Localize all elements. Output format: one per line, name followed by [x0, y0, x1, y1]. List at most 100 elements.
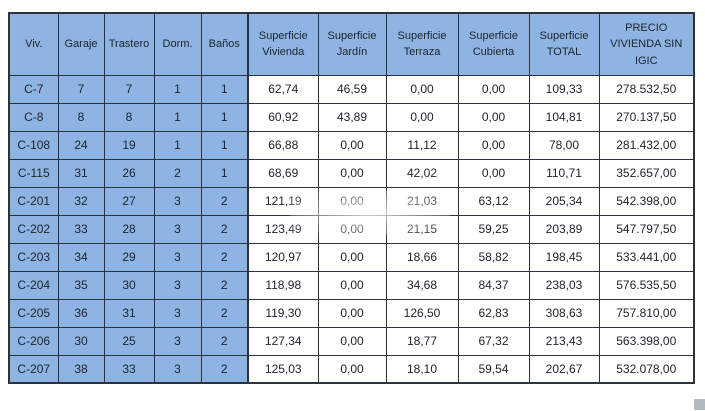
value-cell: 25: [103, 326, 155, 356]
column-header: Superficie TOTAL: [528, 12, 600, 76]
value-cell: 0,00: [317, 326, 387, 356]
value-cell: 1: [200, 130, 249, 160]
value-cell: 3: [153, 242, 202, 272]
value-cell: 31: [57, 158, 105, 188]
value-cell: 308,63: [528, 298, 600, 328]
value-cell: 281.432,00: [598, 130, 695, 160]
column-header: Baños: [200, 12, 249, 76]
value-cell: 43,89: [317, 102, 387, 132]
value-cell: 84,37: [457, 270, 530, 300]
value-cell: 62,74: [247, 74, 319, 104]
value-cell: 35: [57, 270, 105, 300]
unit-id-cell: C-204: [8, 270, 59, 300]
value-cell: 18,10: [385, 354, 459, 384]
value-cell: 0,00: [317, 158, 387, 188]
value-cell: 0,00: [457, 102, 530, 132]
value-cell: 0,00: [317, 242, 387, 272]
column-header: Viv.: [8, 12, 59, 76]
column-header: Superficie Vivienda: [247, 12, 319, 76]
value-cell: 0,00: [317, 298, 387, 328]
table-body: C-7 7 7 1 1 62,74 46,59 0,00 0,00 109,33 278.532,5…: [8, 74, 695, 384]
value-cell: 28: [103, 214, 155, 244]
value-cell: 0,00: [317, 354, 387, 384]
value-cell: 0,00: [317, 186, 387, 216]
column-header: Superficie Cubierta: [457, 12, 530, 76]
value-cell: 21,03: [385, 186, 459, 216]
value-cell: 126,50: [385, 298, 459, 328]
value-cell: 120,97: [247, 242, 319, 272]
table-row: C-115 31 26 2 1 68,69 0,00 42,02 0,00 110,71 352.6…: [8, 158, 695, 188]
value-cell: 109,33: [528, 74, 600, 104]
value-cell: 3: [153, 214, 202, 244]
value-cell: 270.137,50: [598, 102, 695, 132]
value-cell: 2: [200, 354, 249, 384]
value-cell: 30: [103, 270, 155, 300]
value-cell: 3: [153, 186, 202, 216]
value-cell: 62,83: [457, 298, 530, 328]
resize-grip[interactable]: [694, 399, 705, 410]
value-cell: 352.657,00: [598, 158, 695, 188]
unit-id-cell: C-201: [8, 186, 59, 216]
table-row: C-205 36 31 3 2 119,30 0,00 126,50 62,83 308,63 75…: [8, 298, 695, 328]
value-cell: 34: [57, 242, 105, 272]
table-row: C-204 35 30 3 2 118,98 0,00 34,68 84,37 238,03 576…: [8, 270, 695, 300]
value-cell: 542.398,00: [598, 186, 695, 216]
unit-id-cell: C-7: [8, 74, 59, 104]
value-cell: 104,81: [528, 102, 600, 132]
table-row: C-206 30 25 3 2 127,34 0,00 18,77 67,32 213,43 563…: [8, 326, 695, 356]
value-cell: 11,12: [385, 130, 459, 160]
table-row: C-203 34 29 3 2 120,97 0,00 18,66 58,82 198,45 533…: [8, 242, 695, 272]
value-cell: 576.535,50: [598, 270, 695, 300]
value-cell: 2: [200, 242, 249, 272]
value-cell: 1: [200, 158, 249, 188]
value-cell: 29: [103, 242, 155, 272]
unit-id-cell: C-108: [8, 130, 59, 160]
value-cell: 278.532,50: [598, 74, 695, 104]
value-cell: 205,34: [528, 186, 600, 216]
value-cell: 119,30: [247, 298, 319, 328]
value-cell: 0,00: [457, 74, 530, 104]
value-cell: 36: [57, 298, 105, 328]
value-cell: 0,00: [385, 102, 459, 132]
value-cell: 18,66: [385, 242, 459, 272]
value-cell: 32: [57, 186, 105, 216]
value-cell: 0,00: [457, 130, 530, 160]
value-cell: 34,68: [385, 270, 459, 300]
value-cell: 26: [103, 158, 155, 188]
value-cell: 66,88: [247, 130, 319, 160]
value-cell: 118,98: [247, 270, 319, 300]
value-cell: 213,43: [528, 326, 600, 356]
table-row: C-108 24 19 1 1 66,88 0,00 11,12 0,00 78,00 281.43…: [8, 130, 695, 160]
value-cell: 8: [103, 102, 155, 132]
table-row: C-207 38 33 3 2 125,03 0,00 18,10 59,54 202,67 532…: [8, 354, 695, 384]
value-cell: 0,00: [385, 74, 459, 104]
value-cell: 1: [200, 74, 249, 104]
property-price-table: Viv. Garaje Trastero Dorm. Baños Superficie V…: [8, 12, 695, 384]
value-cell: 2: [153, 158, 202, 188]
value-cell: 60,92: [247, 102, 319, 132]
value-cell: 1: [153, 74, 202, 104]
value-cell: 3: [153, 270, 202, 300]
value-cell: 110,71: [528, 158, 600, 188]
value-cell: 0,00: [317, 270, 387, 300]
column-header: Superficie Jardín: [317, 12, 387, 76]
value-cell: 21,15: [385, 214, 459, 244]
value-cell: 24: [57, 130, 105, 160]
value-cell: 203,89: [528, 214, 600, 244]
value-cell: 563.398,00: [598, 326, 695, 356]
value-cell: 202,67: [528, 354, 600, 384]
unit-id-cell: C-205: [8, 298, 59, 328]
value-cell: 198,45: [528, 242, 600, 272]
value-cell: 58,82: [457, 242, 530, 272]
value-cell: 3: [153, 326, 202, 356]
value-cell: 121,19: [247, 186, 319, 216]
value-cell: 42,02: [385, 158, 459, 188]
value-cell: 238,03: [528, 270, 600, 300]
value-cell: 2: [200, 214, 249, 244]
value-cell: 123,49: [247, 214, 319, 244]
value-cell: 1: [153, 102, 202, 132]
value-cell: 127,34: [247, 326, 319, 356]
value-cell: 2: [200, 186, 249, 216]
column-header: Superficie Terraza: [385, 12, 459, 76]
